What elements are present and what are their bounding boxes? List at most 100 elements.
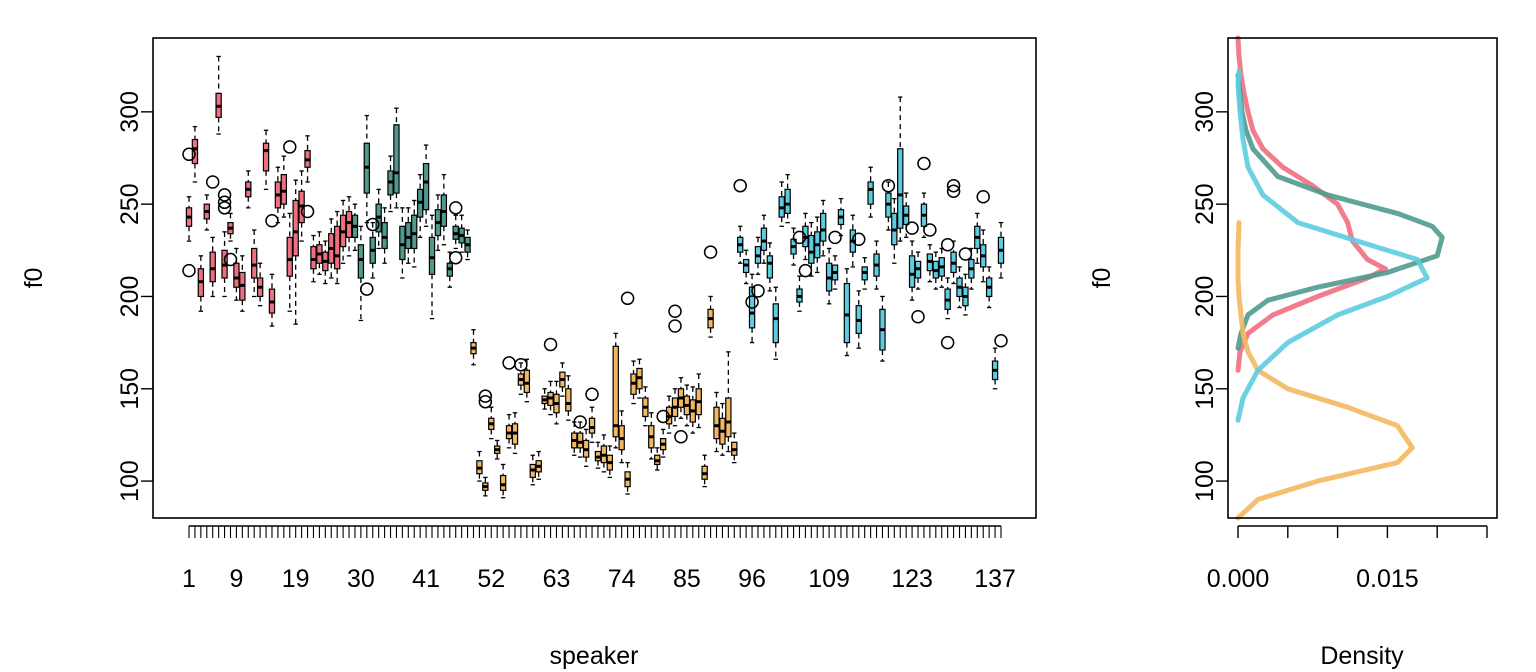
density-y-axis: 100 150 200 250 300 [1191, 91, 1229, 502]
outlier-point [223, 252, 238, 267]
outlier-point [656, 409, 670, 424]
box-speaker-5 [209, 251, 216, 283]
outlier-point [852, 232, 866, 246]
outlier-point [514, 358, 528, 372]
x-tick-label: 109 [808, 565, 850, 593]
outlier-point [923, 223, 937, 237]
box-speaker-58 [523, 369, 531, 394]
x-tick-label: 19 [282, 565, 310, 593]
box-speaker-39 [411, 214, 418, 250]
outlier-point [360, 282, 374, 296]
box-speaker-100 [772, 303, 779, 344]
x-tick-label: 137 [974, 565, 1016, 593]
outlier-point [365, 217, 380, 232]
outlier-point [733, 178, 747, 193]
density-y-axis-title: f0 [1088, 268, 1116, 289]
outlier-point [217, 195, 232, 210]
x-tick-label: 96 [738, 565, 766, 593]
outlier-point [946, 184, 961, 198]
box-speaker-121 [897, 148, 904, 229]
outlier-point [300, 204, 315, 219]
box-speaker-123 [908, 255, 916, 288]
box-speaker-38 [405, 222, 412, 250]
box-speaker-28 [345, 210, 353, 238]
box-speaker-116 [867, 181, 874, 205]
box-speaker-17 [280, 174, 288, 205]
box-speaker-102 [784, 188, 791, 214]
outlier-point [478, 394, 493, 409]
box-speaker-42 [428, 236, 436, 275]
outlier-point [674, 430, 688, 444]
outlier-point [668, 304, 682, 318]
x-tick-label: 30 [347, 565, 375, 593]
box-speaker-106 [808, 234, 815, 264]
box-speaker-73 [612, 345, 619, 438]
boxplot-y-axis: 100 150 200 250 300 [116, 91, 154, 502]
box-speaker-12 [250, 247, 258, 279]
outlier-point [217, 201, 232, 215]
outlier-point [792, 230, 807, 245]
outlier-point [703, 245, 718, 259]
outlier-point [976, 190, 990, 204]
box-speaker-65 [565, 388, 572, 412]
density-x-tick-label: 0.000 [1207, 565, 1270, 593]
box-speaker-67 [576, 432, 584, 449]
box-speaker-92 [725, 397, 732, 438]
x-tick-label: 123 [891, 565, 933, 593]
outlier-point [448, 201, 463, 215]
outlier-point [905, 221, 919, 235]
outlier-point [911, 310, 925, 324]
box-speaker-37 [399, 225, 406, 261]
x-tick-label: 63 [543, 565, 571, 593]
box-speaker-22 [310, 246, 317, 270]
box-speaker-98 [760, 227, 768, 251]
x-tick-label: 52 [477, 565, 505, 593]
x-tick-label: 9 [229, 565, 243, 593]
x-tick-label: 85 [673, 565, 701, 593]
box-speaker-108 [819, 212, 827, 242]
outlier-point [946, 178, 961, 193]
outlier-point [283, 140, 297, 154]
outlier-point [668, 319, 682, 333]
box-speaker-41 [422, 162, 430, 211]
boxplot-outliers [182, 140, 1008, 444]
box-speaker-30 [357, 244, 365, 279]
box-speaker-9 [233, 262, 240, 288]
box-speaker-14 [262, 142, 270, 172]
outlier-point [745, 295, 759, 309]
outlier-point [917, 156, 931, 171]
outlier-point [751, 284, 765, 298]
boxplot-x-axis-title: speaker [550, 642, 639, 670]
outlier-point [573, 415, 587, 429]
box-speaker-54 [499, 474, 507, 491]
box-speaker-34 [381, 222, 388, 250]
box-speaker-36 [393, 124, 400, 194]
box-speaker-69 [588, 417, 596, 434]
density-y-tick-label: 250 [1191, 183, 1219, 225]
outlier-point [620, 291, 635, 306]
boxplot-y-axis-title: f0 [20, 268, 48, 289]
box-speaker-112 [843, 282, 851, 344]
outlier-point [182, 263, 196, 278]
y-tick-label: 100 [116, 460, 144, 502]
x-tick-label: 41 [412, 565, 440, 593]
outlier-point [205, 175, 220, 189]
outlier-point [940, 335, 955, 350]
box-speaker-19 [292, 199, 299, 257]
outlier-point [881, 178, 896, 193]
outlier-point [543, 337, 558, 352]
outlier-point [448, 250, 463, 265]
density-curve-1 [1235, 35, 1388, 373]
outlier-point [958, 247, 973, 261]
box-speaker-99 [766, 255, 774, 279]
outlier-point [798, 263, 813, 278]
y-tick-label: 250 [116, 183, 144, 225]
density-x-axis: 0.000 0.015 [1207, 525, 1488, 593]
outlier-point [994, 334, 1008, 348]
density-curves [1235, 35, 1445, 521]
density-y-tick-label: 200 [1191, 276, 1219, 318]
density-panel: 100 150 200 250 300 0.000 0.015 f0 Density [1088, 35, 1498, 670]
outlier-point [828, 230, 842, 245]
outlier-point [478, 389, 493, 403]
